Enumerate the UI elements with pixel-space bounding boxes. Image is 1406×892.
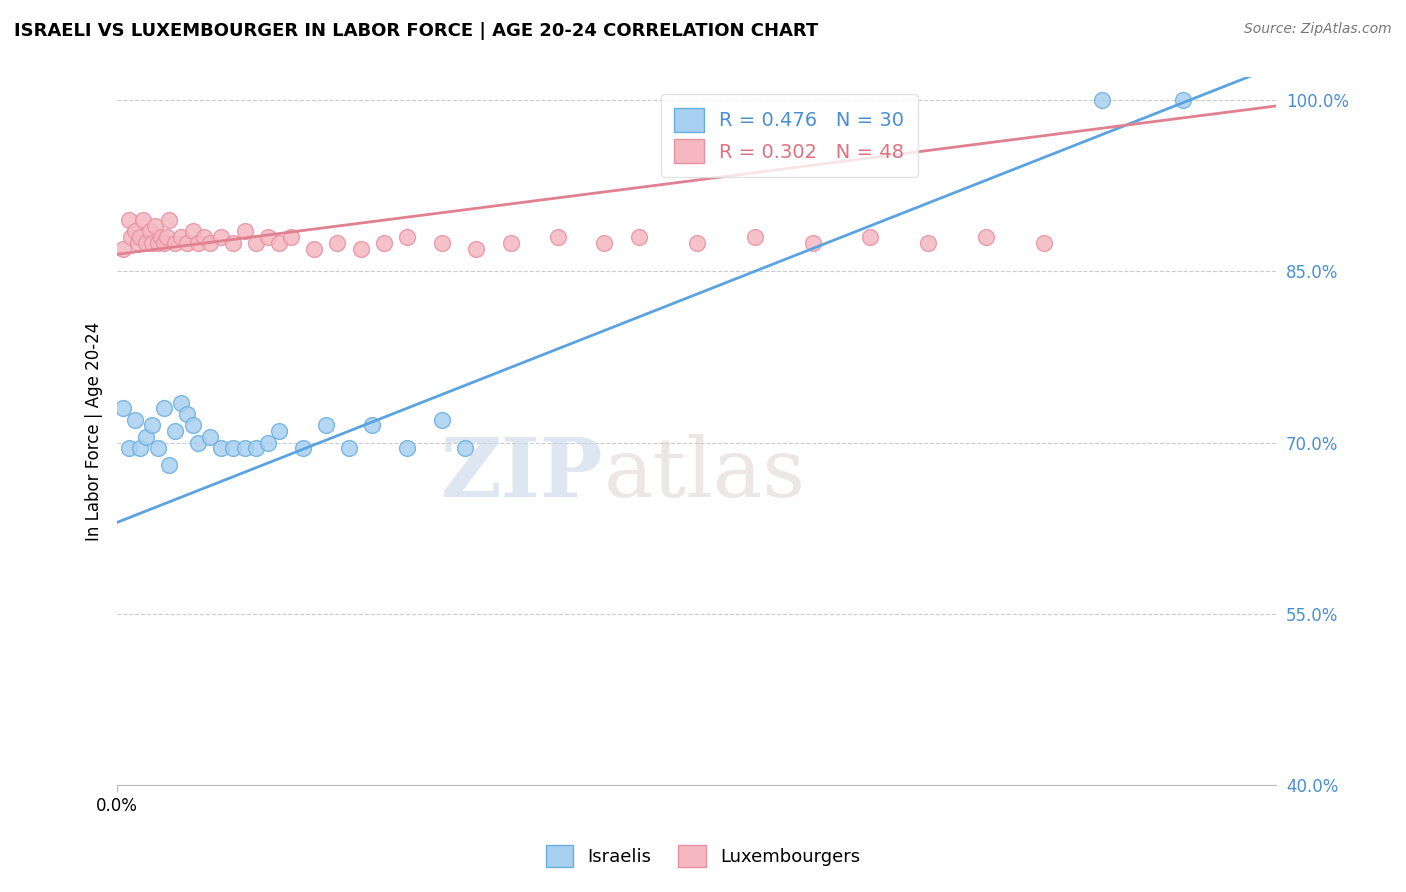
Point xyxy=(170,230,193,244)
Point xyxy=(181,418,204,433)
Point xyxy=(302,242,325,256)
Point xyxy=(120,230,142,244)
Point xyxy=(430,413,453,427)
Point xyxy=(1173,93,1195,107)
Point xyxy=(395,230,418,244)
Point xyxy=(917,235,939,250)
Point xyxy=(135,235,157,250)
Text: ZIP: ZIP xyxy=(441,434,605,514)
Point xyxy=(124,224,146,238)
Point xyxy=(233,441,256,455)
Point xyxy=(269,235,291,250)
Point xyxy=(373,235,395,250)
Point xyxy=(165,235,187,250)
Point xyxy=(326,235,349,250)
Point xyxy=(744,230,766,244)
Point xyxy=(454,441,477,455)
Point xyxy=(150,230,173,244)
Point xyxy=(211,230,233,244)
Point xyxy=(1091,93,1114,107)
Point xyxy=(198,430,221,444)
Point xyxy=(233,224,256,238)
Y-axis label: In Labor Force | Age 20-24: In Labor Force | Age 20-24 xyxy=(86,321,103,541)
Point xyxy=(129,441,152,455)
Point xyxy=(157,213,180,227)
Point xyxy=(547,230,569,244)
Point xyxy=(465,242,488,256)
Point xyxy=(315,418,337,433)
Point xyxy=(193,230,215,244)
Point xyxy=(146,441,169,455)
Point xyxy=(152,235,174,250)
Point xyxy=(146,235,169,250)
Point xyxy=(222,441,245,455)
Point xyxy=(337,441,360,455)
Point xyxy=(127,235,149,250)
Point xyxy=(280,230,302,244)
Point xyxy=(269,424,291,438)
Point xyxy=(859,230,882,244)
Point xyxy=(1033,235,1056,250)
Point xyxy=(222,235,245,250)
Point xyxy=(257,230,280,244)
Point xyxy=(176,235,198,250)
Point xyxy=(176,407,198,421)
Point xyxy=(976,230,998,244)
Point xyxy=(430,235,453,250)
Point xyxy=(152,401,174,416)
Point xyxy=(124,413,146,427)
Point xyxy=(138,224,160,238)
Point xyxy=(395,441,418,455)
Point xyxy=(291,441,314,455)
Point xyxy=(627,230,650,244)
Point xyxy=(165,424,187,438)
Point xyxy=(145,219,167,233)
Legend: R = 0.476   N = 30, R = 0.302   N = 48: R = 0.476 N = 30, R = 0.302 N = 48 xyxy=(661,95,918,177)
Point xyxy=(170,395,193,409)
Point xyxy=(135,430,157,444)
Point xyxy=(118,213,141,227)
Point xyxy=(111,242,134,256)
Point xyxy=(181,224,204,238)
Point xyxy=(187,235,209,250)
Point xyxy=(501,235,523,250)
Point xyxy=(131,213,153,227)
Point xyxy=(118,441,141,455)
Point xyxy=(129,230,152,244)
Point xyxy=(141,418,163,433)
Point xyxy=(141,235,163,250)
Point xyxy=(361,418,384,433)
Point xyxy=(245,441,267,455)
Point xyxy=(211,441,233,455)
Point xyxy=(685,235,707,250)
Point xyxy=(187,435,209,450)
Point xyxy=(245,235,267,250)
Point xyxy=(198,235,221,250)
Text: Source: ZipAtlas.com: Source: ZipAtlas.com xyxy=(1244,22,1392,37)
Point xyxy=(257,435,280,450)
Text: ISRAELI VS LUXEMBOURGER IN LABOR FORCE | AGE 20-24 CORRELATION CHART: ISRAELI VS LUXEMBOURGER IN LABOR FORCE |… xyxy=(14,22,818,40)
Text: atlas: atlas xyxy=(605,434,806,514)
Point xyxy=(157,458,180,473)
Point xyxy=(593,235,616,250)
Point xyxy=(349,242,371,256)
Point xyxy=(156,230,179,244)
Legend: Israelis, Luxembourgers: Israelis, Luxembourgers xyxy=(538,838,868,874)
Point xyxy=(111,401,134,416)
Point xyxy=(801,235,824,250)
